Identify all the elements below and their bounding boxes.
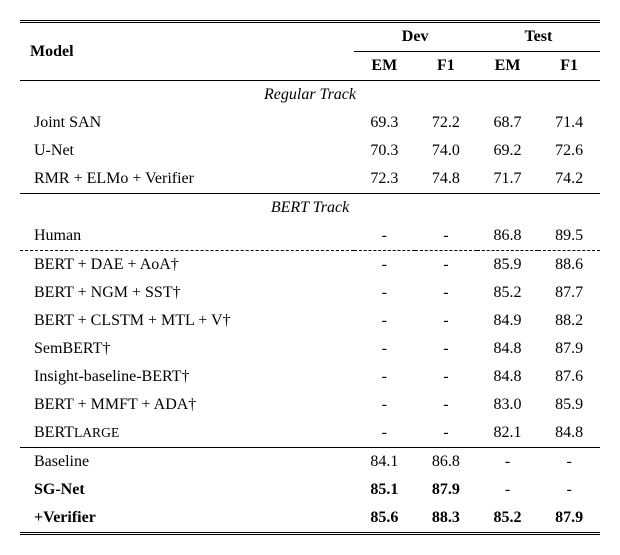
cell: 87.6	[538, 363, 600, 391]
cell: 69.2	[477, 137, 539, 165]
cell: -	[415, 251, 477, 280]
cell: 84.9	[477, 307, 539, 335]
cell: 74.2	[538, 165, 600, 194]
cell: 87.9	[538, 335, 600, 363]
table-row: BERT + MMFT + ADA† - - 83.0 85.9	[20, 391, 600, 419]
cell: 82.1	[477, 419, 539, 448]
cell: 71.4	[538, 109, 600, 137]
table-row: +Verifier 85.6 88.3 85.2 87.9	[20, 504, 600, 534]
cell: 87.7	[538, 279, 600, 307]
cell: -	[477, 448, 539, 477]
cell: 86.8	[415, 448, 477, 477]
cell: 84.8	[477, 335, 539, 363]
cell: 89.5	[538, 222, 600, 251]
table-row: BERT + DAE + AoA† - - 85.9 88.6	[20, 251, 600, 280]
cell: 86.8	[477, 222, 539, 251]
table-row: Joint SAN 69.3 72.2 68.7 71.4	[20, 109, 600, 137]
cell: -	[477, 476, 539, 504]
table-row: SG-Net 85.1 87.9 - -	[20, 476, 600, 504]
model-name: +Verifier	[20, 504, 354, 534]
table-row: BERT + NGM + SST† - - 85.2 87.7	[20, 279, 600, 307]
cell: -	[415, 391, 477, 419]
cell: 69.3	[354, 109, 416, 137]
model-name: SemBERT†	[20, 335, 354, 363]
model-name: Joint SAN	[20, 109, 354, 137]
cell: 88.6	[538, 251, 600, 280]
cell: -	[354, 419, 416, 448]
table-row: BERTLARGE - - 82.1 84.8	[20, 419, 600, 448]
model-name: BERT + CLSTM + MTL + V†	[20, 307, 354, 335]
model-name: Insight-baseline-BERT†	[20, 363, 354, 391]
cell: -	[354, 363, 416, 391]
header-test-f1: F1	[538, 52, 600, 81]
cell: 70.3	[354, 137, 416, 165]
cell: 72.3	[354, 165, 416, 194]
table-row: Baseline 84.1 86.8 - -	[20, 448, 600, 477]
cell: 83.0	[477, 391, 539, 419]
cell: 85.2	[477, 504, 539, 534]
table-row: BERT + CLSTM + MTL + V† - - 84.9 88.2	[20, 307, 600, 335]
cell: -	[538, 476, 600, 504]
model-name: RMR + ELMo + Verifier	[20, 165, 354, 194]
table-row: Human - - 86.8 89.5	[20, 222, 600, 251]
cell: -	[415, 279, 477, 307]
table-row: Insight-baseline-BERT† - - 84.8 87.6	[20, 363, 600, 391]
header-test-em: EM	[477, 52, 539, 81]
model-name: BERT + MMFT + ADA†	[20, 391, 354, 419]
model-name: BERT + DAE + AoA†	[20, 251, 354, 280]
header-test: Test	[477, 22, 600, 52]
cell: -	[354, 335, 416, 363]
cell: -	[354, 307, 416, 335]
cell: 85.6	[354, 504, 416, 534]
cell: 87.9	[415, 476, 477, 504]
cell: 85.9	[477, 251, 539, 280]
cell: 88.2	[538, 307, 600, 335]
cell: -	[354, 251, 416, 280]
model-name: BERT + NGM + SST†	[20, 279, 354, 307]
model-name: SG-Net	[20, 476, 354, 504]
table-row: U-Net 70.3 74.0 69.2 72.6	[20, 137, 600, 165]
cell: -	[538, 448, 600, 477]
cell: -	[415, 222, 477, 251]
results-table: Model Dev Test EM F1 EM F1 Regular Track…	[20, 20, 600, 535]
cell: 85.9	[538, 391, 600, 419]
cell: -	[354, 279, 416, 307]
regular-track-header: Regular Track	[20, 81, 600, 110]
cell: 72.6	[538, 137, 600, 165]
model-name: U-Net	[20, 137, 354, 165]
header-dev-em: EM	[354, 52, 416, 81]
cell: 68.7	[477, 109, 539, 137]
header-dev: Dev	[354, 22, 477, 52]
header-dev-f1: F1	[415, 52, 477, 81]
model-name: Human	[20, 222, 354, 251]
cell: -	[415, 307, 477, 335]
cell: 88.3	[415, 504, 477, 534]
cell: 87.9	[538, 504, 600, 534]
cell: 74.0	[415, 137, 477, 165]
model-name: Baseline	[20, 448, 354, 477]
table-row: SemBERT† - - 84.8 87.9	[20, 335, 600, 363]
cell: 85.2	[477, 279, 539, 307]
cell: -	[415, 335, 477, 363]
cell: 71.7	[477, 165, 539, 194]
header-model: Model	[20, 22, 354, 81]
model-name: BERTLARGE	[20, 419, 354, 448]
cell: -	[415, 419, 477, 448]
cell: 72.2	[415, 109, 477, 137]
cell: 74.8	[415, 165, 477, 194]
cell: 85.1	[354, 476, 416, 504]
cell: 84.8	[477, 363, 539, 391]
cell: -	[354, 391, 416, 419]
cell: -	[415, 363, 477, 391]
cell: -	[354, 222, 416, 251]
cell: 84.8	[538, 419, 600, 448]
table-row: RMR + ELMo + Verifier 72.3 74.8 71.7 74.…	[20, 165, 600, 194]
cell: 84.1	[354, 448, 416, 477]
bert-track-header: BERT Track	[20, 194, 600, 223]
